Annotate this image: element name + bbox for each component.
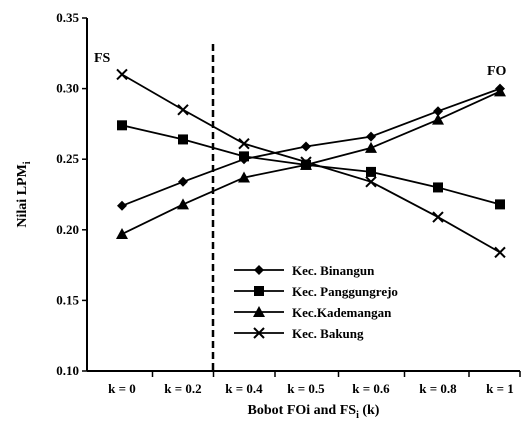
data-point (177, 104, 189, 116)
legend-label: Kec. Panggungrejo (292, 284, 398, 299)
x-tick-label: k = 0.5 (287, 381, 325, 396)
x-tick-label: k = 0 (108, 381, 136, 396)
legend-marker (254, 286, 264, 296)
annotation-fs: FS (94, 51, 111, 66)
data-point (300, 156, 312, 168)
data-point (494, 85, 506, 97)
data-point (366, 131, 376, 142)
data-point (495, 199, 505, 210)
data-point (239, 151, 249, 162)
y-tick-label: 0.20 (56, 222, 79, 237)
data-point (494, 246, 506, 259)
axes (86, 18, 520, 372)
data-point-stroke (238, 137, 250, 150)
legend: Kec. Binangun Kec. Panggungrejo Kec.Kadema… (234, 263, 398, 341)
y-axis-label-main: Nilai LPM (15, 164, 30, 227)
data-point-stroke (116, 68, 128, 81)
y-tick-label: 0.35 (56, 10, 79, 25)
x-axis-label: Bobot FOi and FSi (k) (248, 403, 380, 421)
data-point (117, 120, 127, 131)
data-point-stroke (365, 176, 377, 188)
series-2 (117, 120, 505, 210)
legend-marker (253, 306, 265, 317)
data-point (117, 200, 127, 211)
series-3 (116, 85, 506, 240)
data-point-stroke (177, 104, 189, 116)
data-point (177, 198, 189, 210)
legend-label: Kec. Binangun (292, 263, 375, 278)
data-point (238, 171, 250, 183)
data-point (365, 176, 377, 188)
legend-marker-stroke (253, 327, 265, 339)
data-point (366, 166, 376, 177)
data-point (178, 176, 188, 187)
x-tick-label: k = 1 (486, 381, 514, 396)
data-point (432, 113, 444, 125)
data-point (433, 106, 443, 117)
series-1 (117, 83, 505, 211)
data-point (178, 134, 188, 145)
y-axis-label-subscript: i (22, 161, 33, 164)
x-tick-label: k = 0.6 (352, 381, 390, 396)
data-point-stroke (494, 246, 506, 259)
data-point (301, 141, 311, 152)
data-point (432, 211, 444, 223)
y-axis-label: Nilai LPMi (15, 161, 33, 227)
legend-label: Kec. Bakung (292, 326, 364, 341)
x-tick-label: k = 0.2 (164, 381, 201, 396)
data-point (116, 228, 128, 240)
series-group (116, 68, 506, 259)
x-axis-label-subscript: i (356, 410, 359, 421)
data-point (365, 141, 377, 153)
data-point (433, 182, 443, 193)
series-line (121, 73, 501, 254)
y-tick-label: 0.10 (56, 363, 79, 378)
y-tick-label: 0.25 (56, 151, 79, 166)
x-axis-label-suffix: (k) (359, 403, 380, 418)
legend-label: Kec.Kademangan (292, 305, 392, 320)
data-point-stroke (300, 156, 312, 168)
x-ticks: k = 0 k = 0.2 k = 0.4 k = 0.5 k = 0.6 k = 0.8… (108, 371, 521, 396)
y-ticks: 0.10 0.15 0.20 0.25 0.30 0.35 (56, 10, 87, 378)
x-tick-label: k = 0.4 (225, 381, 263, 396)
x-axis-label-main: Bobot FOi and FS (248, 403, 357, 418)
legend-marker (254, 265, 264, 275)
data-point (238, 137, 250, 150)
data-point-stroke (432, 211, 444, 223)
x-tick-label: k = 0.8 (419, 381, 457, 396)
y-tick-label: 0.30 (56, 81, 79, 96)
data-point (300, 158, 312, 170)
series-4 (116, 68, 506, 259)
y-tick-label: 0.15 (56, 292, 79, 307)
legend-marker (253, 327, 265, 339)
data-point (116, 68, 128, 81)
annotation-fo: FO (487, 64, 507, 79)
